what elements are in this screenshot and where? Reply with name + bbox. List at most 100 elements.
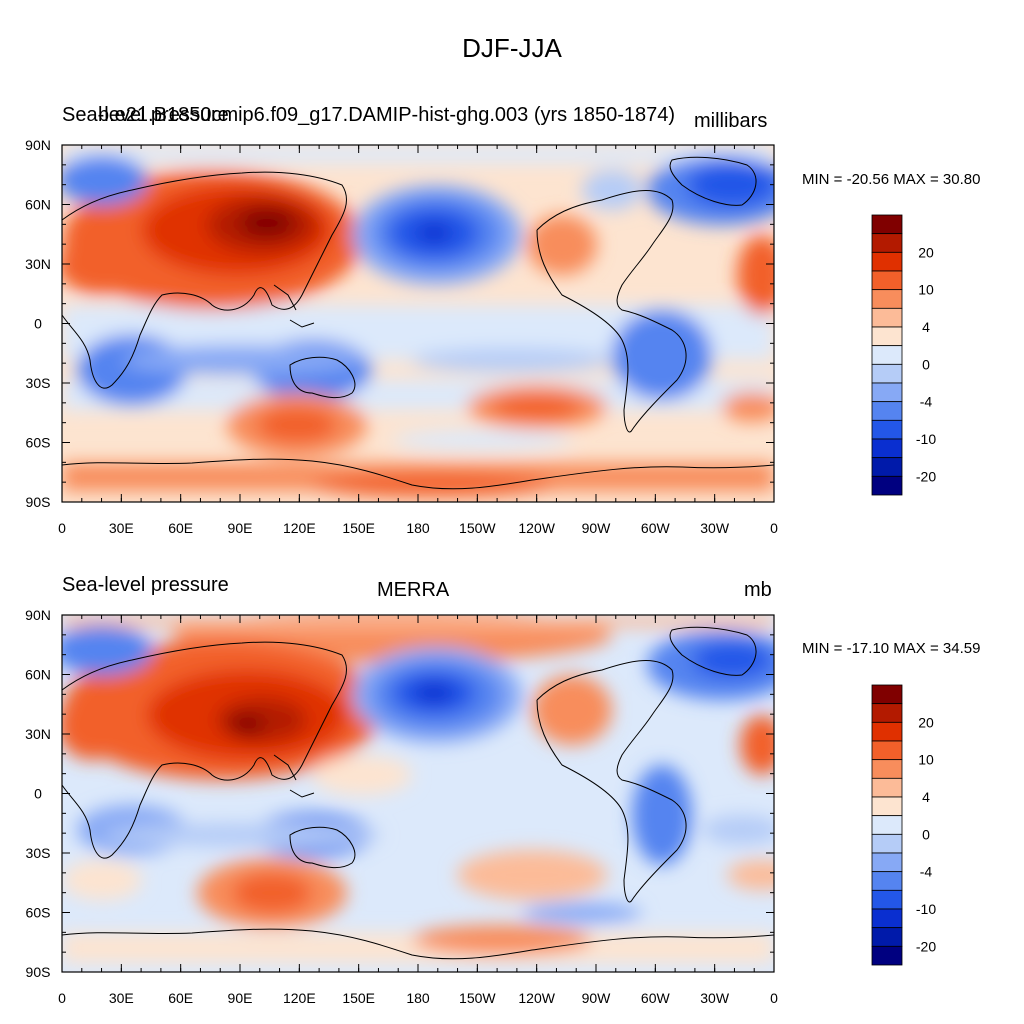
panel1-coastlines — [62, 156, 774, 490]
panel1-colorbar-box — [871, 214, 903, 235]
panel2-colorbar-label: 20 — [918, 714, 934, 730]
panel1-colorbar: 20 10 4 0 -4 -10 -20 — [871, 214, 936, 496]
panel1-colorbar-box — [871, 419, 903, 440]
panel2-lat-label: 0 — [34, 786, 42, 802]
panel1-lat-label: 60N — [25, 197, 51, 213]
panel2-lon-label: 60E — [168, 990, 193, 1006]
panel1-lon-label: 30E — [109, 520, 134, 536]
panel1-frame — [61, 144, 775, 503]
panel1-field-layers — [62, 145, 774, 497]
panel2-colorbar-box — [871, 796, 903, 817]
panel1-colorbar-box — [871, 289, 903, 309]
panel2-colorbar-box — [871, 777, 903, 798]
panel2-colorbar-box — [871, 684, 903, 705]
panel2-minmax: MIN = -17.10 MAX = 34.59 — [802, 640, 981, 657]
panel2-colorbar-box — [871, 908, 903, 929]
panel1-colorbar-label: 20 — [918, 244, 934, 260]
panel2-colorbar-label: 0 — [922, 826, 930, 842]
panel1-colorbar-box — [871, 307, 903, 328]
panel2-colorbar-box — [871, 927, 903, 947]
panel2-lon-label: 150W — [459, 990, 496, 1006]
panel1-lat-label: 90S — [26, 494, 51, 510]
panel1-colorbar-label: 4 — [922, 319, 930, 335]
panel1-lon-label: 30W — [700, 520, 730, 536]
panel2-lat-label: 30S — [26, 845, 51, 861]
panel2-lat-ticks: 90N 60N 30N 0 30S 60S 90S — [25, 607, 774, 980]
panel2-field-layers — [62, 615, 774, 963]
panel2-colorbar-box — [871, 703, 903, 723]
panel1-colorbar-box — [871, 345, 903, 365]
panel1-lon-label: 60E — [168, 520, 193, 536]
panel1-lat-label: 30N — [25, 256, 51, 272]
panel1-lat-ticks: 90N 60N 30N 0 30S 60S 90S — [25, 137, 774, 510]
panel1-colorbar-box — [871, 401, 903, 421]
panel1-lon-label: 150E — [342, 520, 375, 536]
panel1-colorbar-box — [871, 382, 903, 403]
panel2-map — [62, 615, 774, 972]
panel2-frame — [61, 614, 775, 973]
panel1-colorbar-label: -4 — [920, 394, 933, 410]
panel2-lon-label: 180 — [406, 990, 430, 1006]
panel2-colorbar: 20 10 4 0 -4 -10 -20 — [871, 684, 936, 966]
main-title: DJF-JJA — [462, 33, 562, 63]
panel2-colorbar-box — [871, 740, 903, 761]
panel1-map — [62, 145, 774, 502]
panel2-lon-label: 30W — [700, 990, 730, 1006]
panel2-lon-label: 30E — [109, 990, 134, 1006]
panel1-colorbar-box — [871, 475, 903, 496]
panel1-lat-label: 60S — [26, 435, 51, 451]
panel2-right-string: mb — [744, 579, 772, 601]
panel2-colorbar-box — [871, 852, 903, 873]
panel2-lon-label: 90E — [228, 990, 253, 1006]
panel1-lon-label: 0 — [58, 520, 66, 536]
panel1-colorbar-box — [871, 326, 903, 347]
panel2-colorbar-box — [871, 945, 903, 966]
panel2-lon-ticks: 0 30E 60E 90E 120E 150E 180 150W 120W 90W 60W 30W 0 — [58, 615, 778, 1006]
panel1-colorbar-box — [871, 457, 903, 477]
panel1-lat-label: 0 — [34, 316, 42, 332]
panel1-colorbar-box — [871, 438, 903, 459]
panel1-minmax: MIN = -20.56 MAX = 30.80 — [802, 171, 981, 188]
panel2-coastlines — [62, 626, 774, 960]
panel1-left-string: Sea-level pressure — [62, 104, 229, 126]
panel1-lon-label: 60W — [641, 520, 671, 536]
panel2-lon-label: 120W — [518, 990, 555, 1006]
panel1-lon-label: 120E — [283, 520, 316, 536]
panel2-left-string: Sea-level pressure — [62, 574, 229, 596]
panel2-lat-label: 90S — [26, 964, 51, 980]
panel1-lon-label: 150W — [459, 520, 496, 536]
panel1-colorbar-label: 0 — [922, 356, 930, 372]
panel1-axes: 90N 60N 30N 0 30S 60S 90S 0 30E 60E 90E 120E 150E 18… — [25, 137, 778, 536]
panel2-lon-label: 0 — [58, 990, 66, 1006]
panel2-lat-label: 30N — [25, 726, 51, 742]
panel2-lon-label: 60W — [641, 990, 671, 1006]
panel1-colorbar-label: -10 — [916, 431, 936, 447]
panel1-lon-label: 120W — [518, 520, 555, 536]
panel2-lon-label: 120E — [283, 990, 316, 1006]
panel1-lon-ticks: 0 30E 60E 90E 120E 150E 180 150W 120W 90W 60W 30W 0 — [58, 145, 778, 536]
panel1-lon-label: 0 — [770, 520, 778, 536]
panel1-lon-label: 180 — [406, 520, 430, 536]
panel2-lon-label: 0 — [770, 990, 778, 1006]
panel2-colorbar-label: 4 — [922, 789, 930, 805]
panel2-colorbar-box — [871, 759, 903, 779]
panel2-colorbar-box — [871, 889, 903, 910]
panel1-center-string: b.e21.B1850cmip6.f09_g17.DAMIP-hist-ghg.… — [98, 104, 676, 126]
panel2-colorbar-box — [871, 871, 903, 891]
panel1-colorbar-box — [871, 251, 903, 272]
panel2-lon-label: 90W — [582, 990, 612, 1006]
panel1-lon-label: 90E — [228, 520, 253, 536]
panel2-colorbar-label: -4 — [920, 864, 933, 880]
panel2-lon-label: 150E — [342, 990, 375, 1006]
panel2-center-string: MERRA — [377, 579, 450, 601]
panel1-colorbar-box — [871, 270, 903, 291]
panel2-axes: 90N 60N 30N 0 30S 60S 90S 0 30E 60E 90E 120E 150E 18… — [25, 607, 778, 1006]
panel2-colorbar-box — [871, 721, 903, 742]
panel1-colorbar-label: -20 — [916, 468, 936, 484]
panel2-colorbar-label: -10 — [916, 901, 936, 917]
panel2-lat-label: 60S — [26, 905, 51, 921]
panel1-colorbar-box — [871, 233, 903, 253]
panel2-lat-label: 90N — [25, 607, 51, 623]
panel1-lat-label: 90N — [25, 137, 51, 153]
panel2-lat-label: 60N — [25, 667, 51, 683]
